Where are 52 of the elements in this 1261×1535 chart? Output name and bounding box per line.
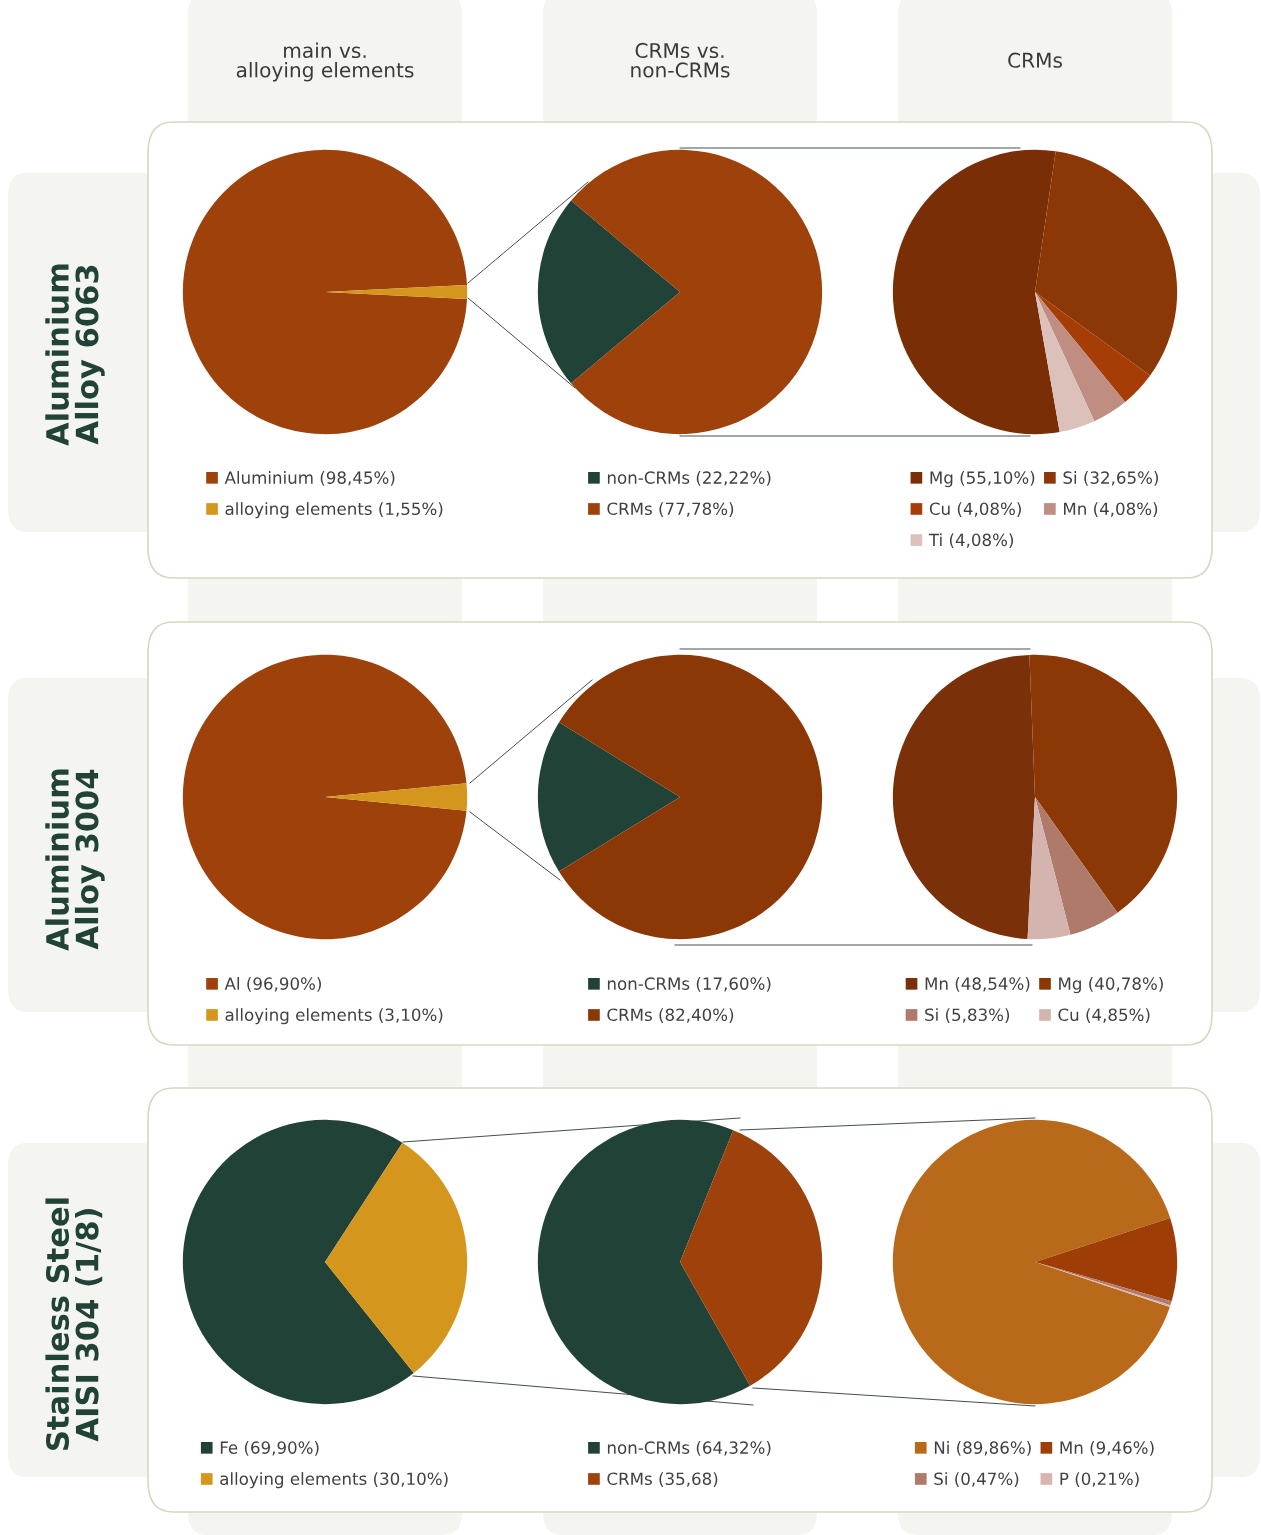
legend-label: alloying elements (30,10%) bbox=[220, 1472, 448, 1489]
pie-slice bbox=[1035, 292, 1095, 432]
pie-slice bbox=[1035, 1218, 1178, 1302]
text: Aluminium Alloy 3004 bbox=[45, 769, 105, 951]
pie-slice bbox=[1029, 654, 1178, 913]
pie-slice bbox=[537, 722, 680, 872]
legend-label: CRMs (77,78%) bbox=[607, 502, 734, 517]
legend-label: alloying elements (3,10%) bbox=[225, 1008, 443, 1025]
pie-slice bbox=[1035, 292, 1151, 402]
pie-slice bbox=[1035, 151, 1178, 376]
legend-label: Mg (40,78%) bbox=[1059, 977, 1163, 994]
text: Aluminium Alloy 6063 bbox=[45, 264, 105, 446]
legend-label: non-CRMs (64,32%) bbox=[607, 1441, 771, 1456]
pie-slice bbox=[325, 1142, 468, 1374]
pie-slice bbox=[892, 149, 1060, 435]
legend-label: non-CRMs (22,22%) bbox=[607, 471, 771, 486]
legend-label: Ti (4,08%) bbox=[928, 533, 1013, 549]
pie-slice bbox=[537, 1119, 751, 1405]
chart-title: main vs. alloying elements bbox=[236, 42, 414, 82]
legend-label: Cu (4,08%) bbox=[929, 502, 1021, 517]
legend-label: CRMs (82,40%) bbox=[607, 1008, 734, 1023]
pie-slice bbox=[182, 1119, 414, 1405]
legend-label: Cu (4,85%) bbox=[1058, 1008, 1150, 1023]
legend-label: Fe (69,90%) bbox=[220, 1441, 319, 1456]
chart-title: CRMs bbox=[1008, 52, 1062, 68]
chart-title: CRMs vs. non-CRMs bbox=[631, 42, 730, 78]
legend-label: alloying elements (1,55%) bbox=[225, 502, 443, 519]
legend-label: P (0,21%) bbox=[1060, 1472, 1139, 1487]
text: Stainless Steel AISI 304 (1/8) bbox=[45, 1198, 103, 1450]
pie-slice bbox=[892, 1119, 1171, 1405]
pie-slice bbox=[559, 654, 823, 940]
pie-slice bbox=[1027, 797, 1071, 940]
legend-label: CRMs (35,68) bbox=[607, 1472, 718, 1487]
legend-label: Mn (4,08%) bbox=[1064, 502, 1158, 517]
legend-label: Si (5,83%) bbox=[925, 1008, 1010, 1023]
pie-slice bbox=[182, 149, 467, 435]
legend-label: Mn (9,46%) bbox=[1060, 1441, 1154, 1456]
legend-label: Mg (55,10%) bbox=[930, 471, 1035, 488]
pie-slice bbox=[892, 654, 1035, 939]
legend-label: non-CRMs (17,60%) bbox=[607, 977, 771, 992]
pie-slice bbox=[571, 149, 823, 435]
pie-slice bbox=[537, 200, 680, 384]
legend-label: Aluminium (98,45%) bbox=[224, 471, 395, 486]
legend-label: Si (32,65%) bbox=[1063, 471, 1159, 486]
pie-slice bbox=[680, 1130, 823, 1386]
legend-label: Si (0,47%) bbox=[934, 1472, 1019, 1487]
pie-slice bbox=[1035, 797, 1118, 935]
pie-slice bbox=[1035, 292, 1126, 422]
legend-label: Ni (89,86%) bbox=[934, 1441, 1031, 1456]
legend-label: Mn (48,54%) bbox=[925, 977, 1030, 992]
pie-slice bbox=[182, 654, 467, 940]
legend-label: Al (96,90%) bbox=[224, 977, 321, 992]
